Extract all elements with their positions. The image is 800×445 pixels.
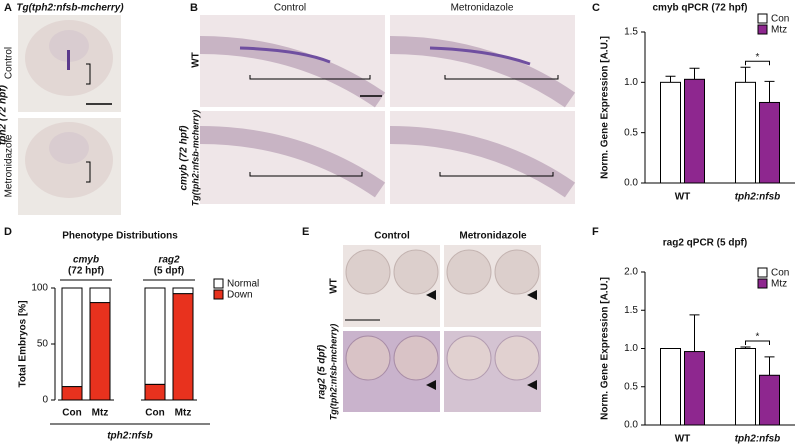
legend-label: Mtz	[771, 279, 787, 290]
panel-letter: A	[4, 2, 12, 14]
y-tick-label: 0	[42, 395, 48, 406]
panel-letter: B	[190, 2, 198, 14]
legend-swatch	[213, 289, 224, 300]
row-label: Tg(tph2:nfsb-mcherry)	[328, 324, 338, 421]
legend-label: Mtz	[771, 25, 787, 36]
significance-label: *	[756, 52, 760, 63]
legend-swatch	[213, 278, 224, 289]
bar-segment	[144, 383, 166, 401]
panel-letter: D	[4, 226, 12, 238]
micrograph	[199, 15, 576, 204]
error-bar	[689, 314, 700, 352]
panel-letter: F	[592, 226, 599, 238]
legend-swatch	[757, 13, 768, 24]
x-tick-label: Mtz	[92, 408, 109, 419]
bar	[684, 351, 705, 426]
y-axis-label: Norm. Gene Expression [A.U.]	[600, 36, 611, 179]
micrograph	[18, 15, 121, 215]
error-bar	[740, 66, 751, 83]
significance-bracket	[745, 340, 770, 345]
error-bar	[689, 67, 700, 80]
column-label: Control	[274, 3, 306, 14]
side-label: rag2 (5 dpf)	[317, 344, 328, 399]
chart-title: Phenotype Distributions	[62, 231, 178, 242]
error-bar	[764, 80, 775, 103]
row-label: Tg(tph2:nfsb-mcherry)	[190, 110, 200, 207]
group-label: (5 dpf)	[154, 266, 185, 277]
y-axis-label: Norm. Gene Expression [A.U.]	[600, 277, 611, 420]
chart-title: rag2 qPCR (5 dpf)	[663, 238, 747, 249]
significance-bracket	[745, 60, 770, 66]
bar	[735, 348, 756, 426]
bar	[759, 374, 780, 426]
row-label: Control	[4, 47, 15, 79]
y-tick-label: 50	[37, 339, 49, 350]
bar	[660, 348, 681, 426]
bar	[660, 81, 681, 184]
y-tick-label: 0.0	[624, 178, 638, 189]
y-tick-label: 1.0	[624, 343, 638, 354]
y-tick-label: 1.5	[624, 27, 638, 38]
side-label: tph2 (72 hpf)	[0, 84, 9, 145]
y-axis-label: Total Embryos [%]	[18, 300, 29, 387]
x-tick-label: Con	[145, 408, 164, 419]
y-tick-label: 0.5	[624, 127, 638, 138]
significance-label: *	[756, 332, 760, 343]
chart-title: cmyb qPCR (72 hpf)	[652, 3, 747, 14]
micrograph	[343, 245, 541, 412]
bar	[684, 78, 705, 184]
bar	[759, 101, 780, 184]
column-label: Control	[374, 231, 410, 242]
bar-segment	[144, 287, 166, 385]
error-bar	[740, 346, 751, 349]
row-label: WT	[191, 52, 202, 68]
side-label: cmyb (72 hpf)	[179, 125, 190, 191]
x-tick-label: WT	[675, 434, 691, 445]
bar-segment	[61, 287, 83, 388]
x-tick-label: tph2:nfsb	[735, 434, 781, 445]
group-label: (72 hpf)	[68, 266, 104, 277]
bar-segment	[89, 302, 111, 401]
legend-swatch	[757, 278, 768, 289]
legend-swatch	[757, 24, 768, 35]
y-tick-label: 0.5	[624, 381, 638, 392]
x-tick-label: Mtz	[175, 408, 192, 419]
bar-segment	[89, 287, 111, 304]
x-tick-label: Con	[62, 408, 81, 419]
legend-label: Con	[771, 268, 789, 279]
y-tick-label: 100	[31, 283, 48, 294]
panel-title: Tg(tph2:nfsb-mcherry)	[16, 3, 124, 14]
bar	[735, 81, 756, 184]
legend-label: Down	[227, 290, 253, 301]
group-label: rag2	[158, 255, 180, 266]
x-tick-label: WT	[675, 192, 691, 203]
column-label: Metronidazole	[459, 231, 527, 242]
legend-label: Con	[771, 14, 789, 25]
row-label: WT	[329, 278, 340, 294]
panel-letter: E	[302, 226, 309, 238]
bar-segment	[61, 386, 83, 401]
y-tick-label: 1.5	[624, 305, 638, 316]
y-tick-label: 0.0	[624, 420, 638, 431]
legend-label: Normal	[227, 279, 259, 290]
legend-swatch	[757, 267, 768, 278]
row-label: Metronidazole	[4, 134, 15, 197]
group-label: cmyb	[73, 255, 99, 266]
x-axis-label: tph2:nfsb	[107, 431, 153, 442]
y-tick-label: 1.0	[624, 77, 638, 88]
error-bar	[665, 75, 676, 83]
error-bar	[764, 356, 775, 376]
bar-segment	[172, 287, 194, 295]
panel-letter: C	[592, 2, 600, 14]
x-tick-label: tph2:nfsb	[735, 192, 781, 203]
column-label: Metronidazole	[451, 3, 514, 14]
bar-segment	[172, 293, 194, 401]
y-tick-label: 2.0	[624, 267, 638, 278]
